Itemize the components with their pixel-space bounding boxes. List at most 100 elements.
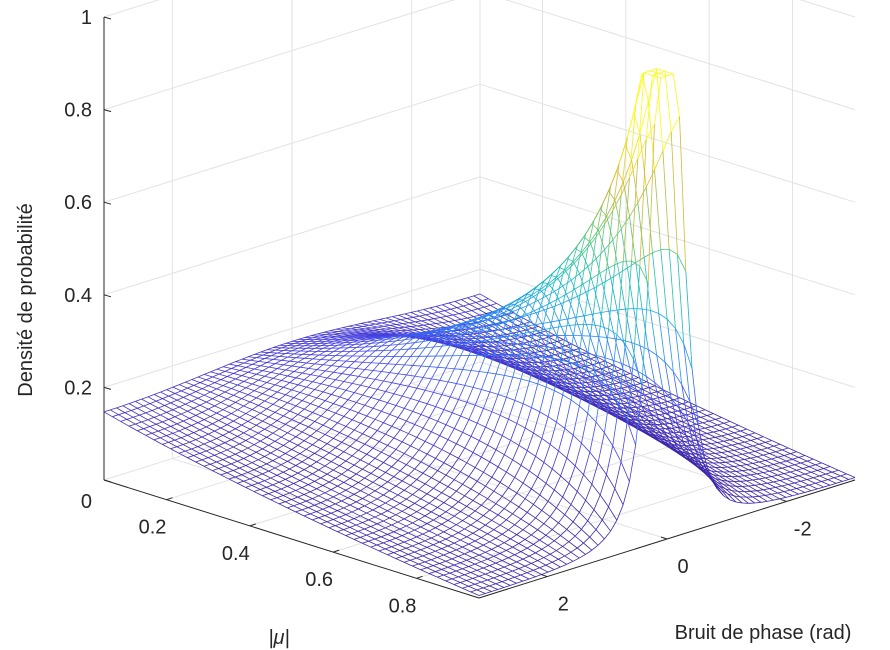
mesh-segment: [579, 233, 587, 258]
mesh-segment: [229, 363, 238, 367]
mesh-segment: [616, 391, 626, 397]
mesh-segment: [750, 438, 758, 441]
mesh-segment: [731, 444, 741, 450]
mesh-segment: [577, 364, 586, 370]
mesh-segment: [485, 477, 493, 487]
mesh-segment: [504, 355, 512, 376]
mesh-segment: [519, 350, 528, 354]
mesh-segment: [629, 202, 639, 217]
mesh-segment: [387, 402, 397, 406]
mesh-segment: [627, 384, 637, 390]
mesh-segment: [729, 485, 739, 492]
mesh-segment: [604, 357, 612, 377]
mesh-segment: [426, 392, 434, 405]
mesh-segment: [322, 485, 332, 490]
mesh-segment: [103, 409, 111, 413]
mesh-segment: [438, 311, 447, 317]
mesh-segment: [443, 344, 451, 357]
mesh-segment: [485, 325, 493, 331]
mesh-segment: [587, 374, 595, 414]
mesh-segment: [297, 496, 307, 502]
mesh-segment: [804, 455, 814, 460]
mesh-segment: [592, 401, 601, 407]
mesh-segment: [222, 366, 232, 369]
mesh-segment: [429, 355, 437, 367]
mesh-segment: [721, 490, 730, 500]
mesh-segment: [174, 413, 182, 418]
mesh-segment: [383, 414, 391, 423]
mesh-segment: [550, 365, 558, 375]
mesh-segment: [387, 510, 396, 516]
mesh-segment: [149, 400, 157, 404]
mesh-segment: [729, 421, 739, 426]
mesh-segment: [436, 304, 443, 307]
mesh-segment: [723, 484, 733, 491]
mesh-segment: [326, 443, 336, 449]
mesh-segment: [216, 385, 224, 390]
mesh-segment: [472, 493, 480, 501]
mesh-segment: [562, 381, 572, 386]
mesh-segment: [631, 133, 641, 161]
mesh-segment: [401, 507, 409, 512]
mesh-segment: [625, 308, 633, 343]
mesh-segment: [677, 254, 687, 272]
mesh-segment: [318, 517, 328, 523]
mesh-segment: [493, 482, 501, 492]
mesh-segment: [424, 511, 432, 517]
mesh-segment: [318, 400, 326, 407]
mesh-segment: [410, 310, 418, 313]
mesh-segment: [758, 477, 766, 480]
mesh-segment: [128, 403, 138, 409]
mesh-segment: [514, 315, 524, 320]
mesh-segment: [270, 424, 280, 430]
mesh-segment: [191, 397, 199, 402]
mesh-segment: [813, 475, 820, 479]
mesh-segment: [360, 384, 370, 388]
mesh-segment: [579, 247, 589, 258]
mesh-segment: [504, 308, 513, 313]
mesh-segment: [593, 369, 601, 385]
mesh-segment: [233, 417, 240, 422]
mesh-segment: [520, 293, 528, 305]
mesh-segment: [399, 374, 407, 385]
mesh-segment: [639, 414, 649, 422]
mesh-segment: [602, 372, 610, 375]
mesh-segment: [312, 444, 322, 450]
mesh-segment: [383, 456, 390, 463]
mesh-segment: [356, 368, 365, 370]
mesh-segment: [645, 169, 655, 188]
mesh-segment: [433, 445, 442, 450]
mesh-segment: [337, 355, 345, 361]
mesh-segment: [665, 395, 674, 401]
mesh-segment: [576, 474, 584, 492]
mesh-segment: [289, 405, 297, 412]
mesh-segment: [253, 491, 263, 497]
mesh-segment: [239, 467, 248, 473]
mesh-segment: [276, 471, 284, 476]
mesh-segment: [593, 287, 601, 313]
mesh-segment: [581, 387, 591, 392]
mesh-segment: [379, 339, 386, 344]
mesh-segment: [337, 422, 347, 427]
mesh-segment: [606, 337, 616, 340]
mesh-segment: [806, 479, 816, 484]
mesh-segment: [783, 491, 793, 497]
mesh-segment: [251, 405, 259, 410]
mesh-segment: [566, 457, 576, 467]
mesh-segment: [258, 432, 267, 438]
mesh-segment: [162, 421, 171, 427]
mesh-segment: [254, 390, 263, 394]
mesh-segment: [784, 453, 791, 456]
mesh-segment: [531, 335, 539, 347]
mesh-segment: [352, 350, 359, 357]
mesh-segment: [775, 469, 785, 474]
mesh-segment: [523, 299, 530, 305]
mesh-segment: [623, 391, 631, 394]
mesh-segment: [235, 424, 242, 430]
mesh-segment: [554, 359, 562, 391]
mesh-segment: [537, 371, 545, 379]
mesh-segment: [395, 441, 403, 450]
mesh-segment: [452, 412, 461, 417]
mesh-segment: [763, 470, 770, 473]
mesh-segment: [303, 513, 311, 517]
